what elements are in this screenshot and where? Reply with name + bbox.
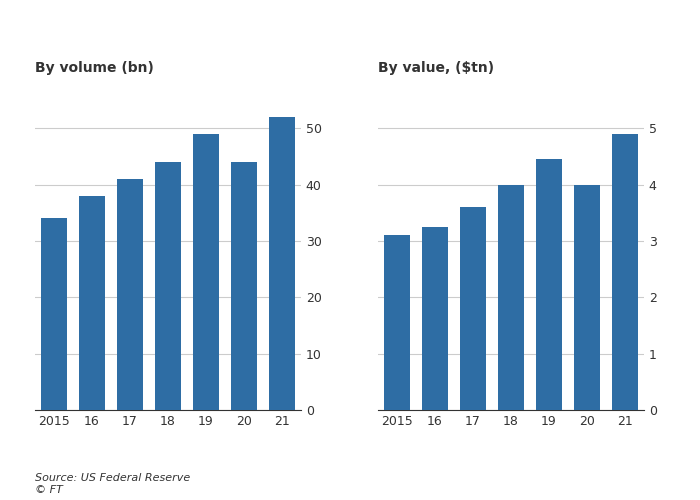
Bar	[41, 218, 67, 410]
Bar	[155, 162, 181, 410]
Text: By volume (bn): By volume (bn)	[35, 61, 154, 75]
Bar	[421, 227, 448, 410]
Bar	[384, 236, 410, 410]
Bar	[498, 184, 524, 410]
Bar	[231, 162, 258, 410]
Bar	[117, 179, 144, 410]
Bar	[193, 134, 219, 410]
Text: By value, ($tn): By value, ($tn)	[378, 61, 494, 75]
Bar	[612, 134, 638, 410]
Bar	[536, 159, 562, 410]
Bar	[78, 196, 105, 410]
Bar	[460, 207, 486, 410]
Bar	[269, 117, 295, 410]
Bar	[574, 184, 601, 410]
Text: Source: US Federal Reserve
© FT: Source: US Federal Reserve © FT	[35, 474, 190, 495]
